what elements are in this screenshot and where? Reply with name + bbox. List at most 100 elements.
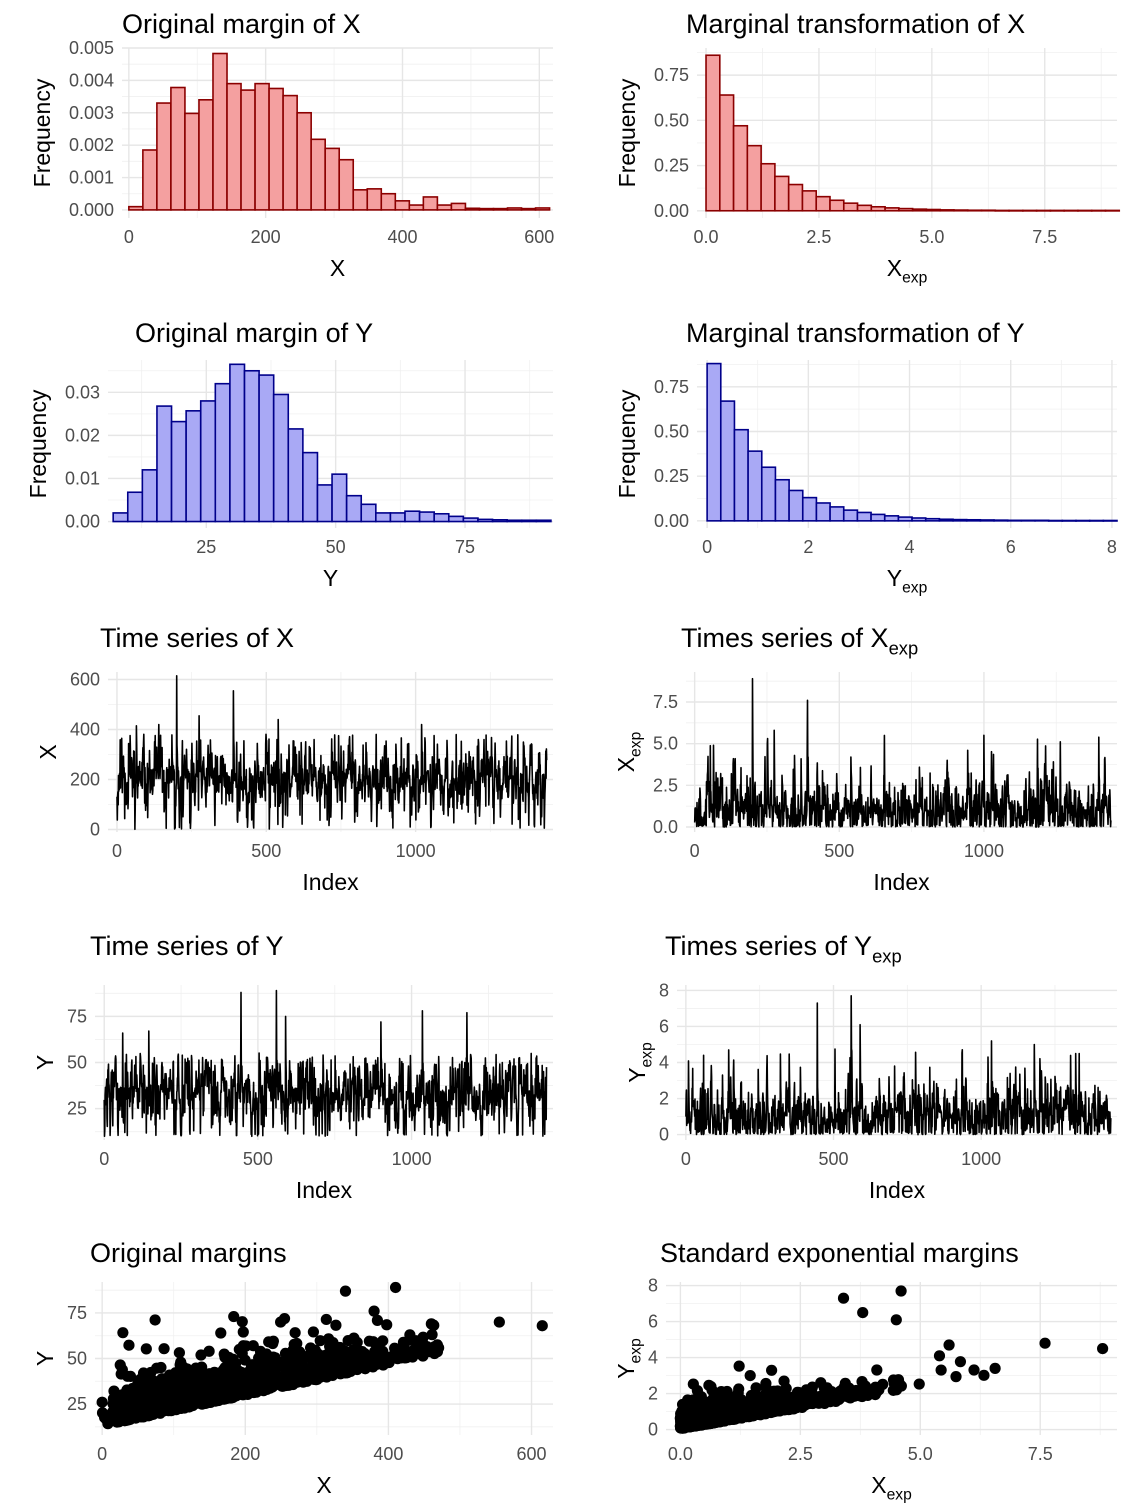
histogram-bar — [801, 496, 818, 522]
histogram-bar — [1022, 209, 1038, 212]
y-axis-label: Yexp — [613, 1338, 644, 1379]
scatter-point — [913, 1378, 925, 1390]
histogram-bar — [953, 209, 969, 212]
scatter-point — [968, 1364, 980, 1376]
x-tick-label: 0 — [112, 841, 122, 861]
marks — [116, 674, 548, 831]
y-tick-label: 0.004 — [69, 70, 114, 90]
y-tick-label: 4 — [648, 1348, 658, 1368]
scatter-point — [263, 1336, 275, 1348]
scatter-point — [201, 1386, 214, 1398]
histogram-bar — [980, 209, 997, 212]
scatter-point — [691, 1418, 703, 1431]
histogram-bar — [870, 513, 886, 522]
scatter-point — [173, 1347, 185, 1359]
chart-title: Marginal transformation of Y — [686, 318, 1025, 348]
tick-labels: 0 500 1000 0 2 4 6 8 — [659, 980, 1001, 1169]
x-axis-label: Xexp — [871, 1472, 912, 1503]
y-tick-label: 400 — [70, 720, 100, 740]
scatter-point — [215, 1327, 227, 1339]
y-tick-label: 6 — [659, 1016, 669, 1036]
histogram-bar — [258, 374, 275, 523]
chart-p4: 0 2 4 6 8 0.00 0.25 0.50 0.75 Marginal transforma… — [614, 318, 1118, 596]
histogram-bar — [366, 188, 383, 211]
scatter-point — [778, 1375, 790, 1387]
y-tick-label: 0 — [659, 1125, 669, 1145]
y-tick-label: 0 — [648, 1420, 658, 1440]
histogram-bar — [422, 196, 439, 211]
histogram-bar — [352, 189, 369, 211]
scatter-point — [167, 1390, 180, 1402]
histogram-bar — [801, 190, 818, 212]
x-tick-label: 8 — [1107, 537, 1117, 557]
scatter-point — [265, 1381, 277, 1393]
scatter-point — [288, 1338, 300, 1350]
scatter-point — [247, 1340, 259, 1352]
histogram-bar — [706, 362, 722, 522]
x-tick-label: 0 — [97, 1444, 107, 1464]
y-axis-label: Frequency — [614, 78, 640, 187]
histogram-bar — [733, 428, 749, 522]
x-tick-label: 0.0 — [668, 1444, 693, 1464]
scatter-point — [304, 1342, 317, 1354]
histogram-bar — [408, 204, 425, 211]
histogram-bar — [389, 512, 406, 523]
histogram-bar — [345, 494, 363, 523]
histogram-bar — [142, 149, 158, 211]
histogram-bar — [302, 451, 319, 523]
histogram-bar — [925, 208, 941, 212]
histogram-bar — [938, 518, 954, 522]
scatter-point — [163, 1369, 176, 1381]
histogram-bar — [491, 519, 508, 523]
chart-p7: 0 500 1000 25 50 75 Time series of Y Index Y — [32, 931, 553, 1203]
scatter-point — [109, 1412, 121, 1424]
scatter-point — [123, 1339, 135, 1351]
histogram-bar — [829, 199, 845, 212]
histogram-bar — [1049, 209, 1065, 212]
scatter-point — [856, 1376, 868, 1388]
y-tick-label: 25 — [67, 1394, 87, 1414]
marks — [705, 54, 1121, 212]
x-tick-label: 1000 — [961, 1149, 1001, 1169]
scatter-point — [203, 1345, 215, 1357]
histogram-bar — [462, 517, 479, 523]
y-tick-label: 0.03 — [65, 382, 100, 402]
scatter-point — [871, 1386, 883, 1398]
histogram-bar — [112, 512, 129, 523]
y-tick-label: 4 — [659, 1053, 669, 1073]
scatter-point — [733, 1360, 745, 1372]
histogram-bar — [447, 515, 465, 523]
histogram-bar — [506, 519, 523, 523]
histogram-bar — [883, 515, 900, 522]
histogram-bar — [464, 207, 481, 211]
chart-p2: 0.0 2.5 5.0 7.5 0.00 0.25 0.50 0.75 Marginal tra… — [614, 9, 1121, 286]
y-tick-label: 50 — [67, 1053, 87, 1073]
y-axis-label: X — [35, 744, 61, 759]
scatter-point — [320, 1313, 332, 1326]
histogram-bar — [324, 147, 341, 211]
histogram-bar — [856, 204, 873, 212]
marks — [112, 363, 552, 523]
histogram-bar — [360, 503, 377, 523]
x-tick-label: 1000 — [392, 1149, 432, 1169]
y-tick-label: 0.25 — [654, 156, 689, 176]
y-axis-label: Yexp — [624, 1042, 655, 1083]
histogram-bar — [1020, 519, 1036, 522]
scatter-point — [799, 1389, 811, 1401]
y-tick-label: 0.00 — [654, 201, 689, 221]
scatter-point — [149, 1376, 161, 1388]
histogram-bar — [1034, 519, 1050, 522]
histogram-bar — [316, 484, 333, 523]
marks — [103, 989, 548, 1138]
histogram-bar — [1035, 209, 1052, 212]
scatter-point — [141, 1394, 153, 1406]
scatter-point — [950, 1371, 962, 1383]
scatter-point — [1097, 1343, 1109, 1355]
scatter-point — [230, 1357, 242, 1369]
x-tick-label: 25 — [196, 537, 216, 557]
scatter-point — [226, 1382, 238, 1394]
x-tick-label: 0.0 — [694, 227, 719, 247]
histogram-bar — [212, 52, 228, 211]
marks — [685, 994, 1112, 1136]
